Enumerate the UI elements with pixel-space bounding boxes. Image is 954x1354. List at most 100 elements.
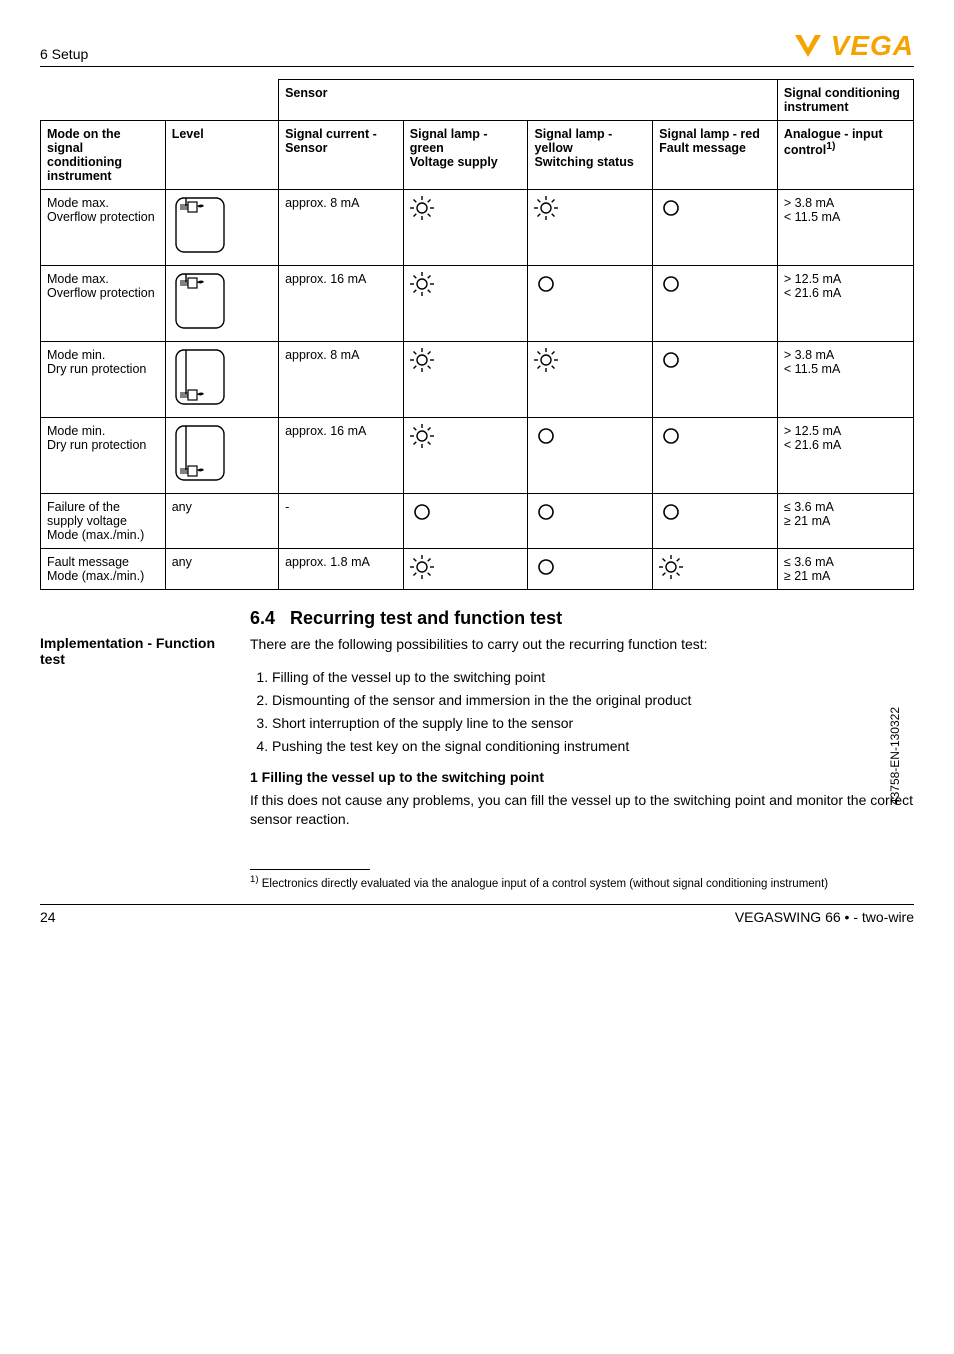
analogue-cell: > 3.8 mA< 11.5 mA [777, 342, 913, 418]
level-cell [165, 342, 278, 418]
level-text: any [172, 555, 192, 569]
current-cell: approx. 8 mA [279, 342, 404, 418]
footnote: 1) Electronics directly evaluated via th… [250, 874, 914, 890]
yellow-cell [528, 266, 653, 342]
red-cell [653, 342, 778, 418]
level-cell: any [165, 494, 278, 549]
mode-cell: Fault messageMode (max./min.) [41, 549, 166, 590]
list-item: Filling of the vessel up to the switchin… [272, 668, 914, 687]
hdr-sig-inst: Signal conditioning instrument [777, 80, 913, 121]
table-row: Mode min.Dry run protection approx. 8 mA >… [41, 342, 914, 418]
logo-mark-icon [791, 31, 825, 61]
mode-cell: Mode max.Overflow protection [41, 266, 166, 342]
mode-cell: Mode min.Dry run protection [41, 418, 166, 494]
ring-icon [410, 500, 434, 524]
table-row: Failure of the supply voltageMode (max./… [41, 494, 914, 549]
current-cell: approx. 16 mA [279, 266, 404, 342]
ring-icon [534, 272, 558, 296]
level-cell [165, 190, 278, 266]
mode-cell: Mode max.Overflow protection [41, 190, 166, 266]
table-row: Mode max.Overflow protection approx. 16 m… [41, 266, 914, 342]
table-row: Fault messageMode (max./min.) any approx. … [41, 549, 914, 590]
ring-icon [659, 272, 683, 296]
sub-heading: 1 Filling the vessel up to the switching… [250, 769, 914, 785]
table-row: Mode min.Dry run protection approx. 16 mA… [41, 418, 914, 494]
yellow-cell [528, 494, 653, 549]
green-cell [403, 266, 528, 342]
vessel-icon [172, 272, 228, 332]
page-footer: 24 VEGASWING 66 • - two-wire [40, 904, 914, 925]
ring-icon [659, 196, 683, 220]
hdr-analogue: Analogue - input control1) [777, 121, 913, 190]
level-cell [165, 266, 278, 342]
sun-icon [410, 196, 434, 220]
sun-icon [659, 555, 683, 579]
red-cell [653, 549, 778, 590]
current-cell: - [279, 494, 404, 549]
yellow-cell [528, 549, 653, 590]
analogue-cell: > 12.5 mA< 21.6 mA [777, 266, 913, 342]
vega-logo: VEGA [791, 30, 914, 62]
yellow-cell [528, 190, 653, 266]
ring-icon [659, 348, 683, 372]
side-label: Implementation - Function test [40, 635, 240, 667]
current-cell: approx. 1.8 mA [279, 549, 404, 590]
hdr-green: Signal lamp - green Voltage supply [403, 121, 528, 190]
vessel-icon [172, 196, 228, 256]
hdr-red: Signal lamp - red Fault message [653, 121, 778, 190]
vessel-icon [172, 348, 228, 408]
section-heading: 6.4 Recurring test and function test [250, 608, 914, 629]
current-cell: approx. 16 mA [279, 418, 404, 494]
list-item: Dismounting of the sensor and immersion … [272, 691, 914, 710]
logo-text: VEGA [831, 30, 914, 62]
list-item: Pushing the test key on the signal condi… [272, 737, 914, 756]
steps-list: Filling of the vessel up to the switchin… [250, 668, 914, 756]
sun-icon [410, 424, 434, 448]
hdr-mode: Mode on the signal conditioning instrume… [41, 121, 166, 190]
current-cell: approx. 8 mA [279, 190, 404, 266]
hdr-sigcur: Signal current - Sensor [279, 121, 404, 190]
footnote-rule [250, 869, 370, 870]
ring-icon [534, 500, 558, 524]
section-label: 6 Setup [40, 46, 88, 62]
page-header: 6 Setup VEGA [40, 30, 914, 67]
green-cell [403, 190, 528, 266]
product-name: VEGASWING 66 • - two-wire [735, 909, 914, 925]
sun-icon [410, 272, 434, 296]
green-cell [403, 549, 528, 590]
hdr-sensor: Sensor [279, 80, 778, 121]
yellow-cell [528, 418, 653, 494]
yellow-cell [528, 342, 653, 418]
analogue-cell: > 3.8 mA< 11.5 mA [777, 190, 913, 266]
ring-icon [534, 555, 558, 579]
intro-text: There are the following possibilities to… [250, 635, 914, 654]
analogue-cell: ≤ 3.6 mA≥ 21 mA [777, 549, 913, 590]
level-text: any [172, 500, 192, 514]
sun-icon [534, 196, 558, 220]
level-cell [165, 418, 278, 494]
red-cell [653, 418, 778, 494]
green-cell [403, 418, 528, 494]
level-cell: any [165, 549, 278, 590]
mode-cell: Mode min.Dry run protection [41, 342, 166, 418]
ring-icon [659, 500, 683, 524]
ring-icon [534, 424, 558, 448]
page-number: 24 [40, 909, 56, 925]
signal-table: Sensor Signal conditioning instrument Mo… [40, 79, 914, 590]
doc-id: 43758-EN-130322 [888, 707, 902, 805]
hdr-level: Level [165, 121, 278, 190]
sun-icon [534, 348, 558, 372]
green-cell [403, 494, 528, 549]
red-cell [653, 494, 778, 549]
list-item: Short interruption of the supply line to… [272, 714, 914, 733]
sun-icon [410, 555, 434, 579]
hdr-yellow: Signal lamp - yellow Switching status [528, 121, 653, 190]
mode-cell: Failure of the supply voltageMode (max./… [41, 494, 166, 549]
analogue-cell: ≤ 3.6 mA≥ 21 mA [777, 494, 913, 549]
red-cell [653, 266, 778, 342]
green-cell [403, 342, 528, 418]
ring-icon [659, 424, 683, 448]
analogue-cell: > 12.5 mA< 21.6 mA [777, 418, 913, 494]
vessel-icon [172, 424, 228, 484]
sun-icon [410, 348, 434, 372]
